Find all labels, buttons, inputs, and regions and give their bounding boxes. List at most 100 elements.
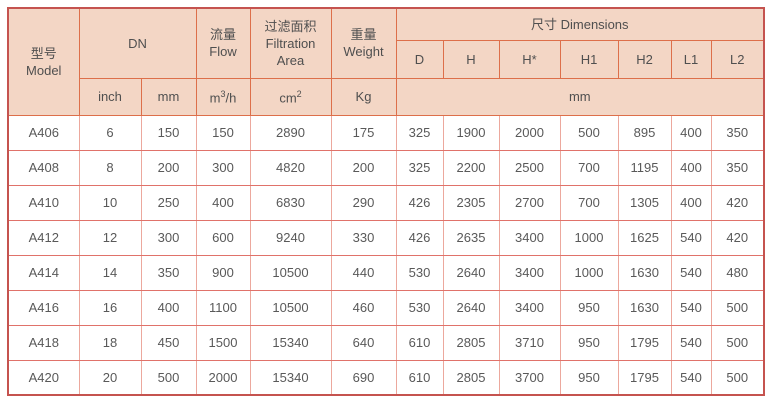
cell-inch: 18 xyxy=(78,324,142,361)
cell-inch: 16 xyxy=(78,289,142,326)
cell-weight: 175 xyxy=(330,114,397,151)
cell-H1: 950 xyxy=(559,359,619,396)
table-row: A406 6 150 150 2890 175 325 1900 2000 500 895 400 35… xyxy=(7,114,765,151)
cell-H2: 1795 xyxy=(617,324,672,361)
cell-flow: 900 xyxy=(195,254,251,291)
table-row: A408 8 200 300 4820 200 325 2200 2500 700 1195 400 3… xyxy=(7,149,765,186)
cell-L1: 400 xyxy=(670,184,712,221)
table-row: A416 16 400 1100 10500 460 530 2640 3400 950 1630 5… xyxy=(7,289,765,326)
header-filtration-area: 过滤面积 Filtration Area xyxy=(249,7,332,79)
cell-Hstar: 3400 xyxy=(498,219,561,256)
cell-H1: 1000 xyxy=(559,254,619,291)
cell-flow: 600 xyxy=(195,219,251,256)
cell-H2: 1630 xyxy=(617,289,672,326)
cell-L2: 480 xyxy=(710,254,765,291)
cell-L2: 500 xyxy=(710,289,765,326)
cell-L2: 350 xyxy=(710,114,765,151)
cell-flow: 1100 xyxy=(195,289,251,326)
cell-area: 15340 xyxy=(249,359,332,396)
cell-D: 610 xyxy=(395,324,444,361)
cell-model: A406 xyxy=(7,114,80,151)
cell-L1: 540 xyxy=(670,324,712,361)
header-dim-h: H xyxy=(442,39,500,79)
cell-Hstar: 3400 xyxy=(498,254,561,291)
cell-flow: 1500 xyxy=(195,324,251,361)
cell-H: 1900 xyxy=(442,114,500,151)
cell-area: 2890 xyxy=(249,114,332,151)
cell-inch: 8 xyxy=(78,149,142,186)
table-row: A410 10 250 400 6830 290 426 2305 2700 700 1305 400… xyxy=(7,184,765,221)
table-row: A412 12 300 600 9240 330 426 2635 3400 1000 1625 54… xyxy=(7,219,765,256)
header-dim-l2: L2 xyxy=(710,39,765,79)
header-dim-l1: L1 xyxy=(670,39,712,79)
cell-D: 325 xyxy=(395,149,444,186)
cell-H2: 1305 xyxy=(617,184,672,221)
cell-H: 2640 xyxy=(442,289,500,326)
cell-L2: 500 xyxy=(710,359,765,396)
header-row-2: D H H* H1 H2 L1 L2 xyxy=(8,39,765,79)
cell-model: A410 xyxy=(7,184,80,221)
header-model-zh: 型号 xyxy=(30,45,57,61)
header-filtration-en-1: Filtration xyxy=(265,35,316,51)
cell-H1: 950 xyxy=(559,289,619,326)
header-dim-h2: H2 xyxy=(617,39,672,79)
header-dimensions: 尺寸 Dimensions xyxy=(395,7,765,41)
header-dim-h1: H1 xyxy=(559,39,619,79)
cell-L1: 400 xyxy=(670,114,712,151)
cell-area: 4820 xyxy=(249,149,332,186)
header-row-3: inch mm m3/h cm2 Kg mm xyxy=(8,77,765,116)
unit-area: cm2 xyxy=(249,77,332,116)
cell-area: 9240 xyxy=(249,219,332,256)
cell-H: 2200 xyxy=(442,149,500,186)
cell-mm: 150 xyxy=(140,114,197,151)
cell-inch: 14 xyxy=(78,254,142,291)
table-row: A418 18 450 1500 15340 640 610 2805 3710 950 1795 5… xyxy=(7,324,765,361)
header-weight-zh: 重量 xyxy=(350,27,377,43)
cell-D: 530 xyxy=(395,254,444,291)
cell-Hstar: 3710 xyxy=(498,324,561,361)
cell-weight: 440 xyxy=(330,254,397,291)
header-row-1: 型号 Model DN 流量 Flow 过滤面积 Filtration Area… xyxy=(7,7,765,116)
cell-H1: 950 xyxy=(559,324,619,361)
cell-D: 426 xyxy=(395,219,444,256)
cell-Hstar: 2700 xyxy=(498,184,561,221)
cell-H2: 895 xyxy=(617,114,672,151)
cell-Hstar: 3700 xyxy=(498,359,561,396)
cell-weight: 640 xyxy=(330,324,397,361)
cell-Hstar: 2500 xyxy=(498,149,561,186)
cell-mm: 200 xyxy=(140,149,197,186)
cell-H1: 700 xyxy=(559,149,619,186)
cell-H: 2305 xyxy=(442,184,500,221)
cell-H2: 1630 xyxy=(617,254,672,291)
cell-mm: 250 xyxy=(140,184,197,221)
cell-mm: 350 xyxy=(140,254,197,291)
unit-mm: mm xyxy=(140,77,197,116)
header-filtration-en-2: Area xyxy=(276,52,305,68)
table-body: A406 6 150 150 2890 175 325 1900 2000 500 895 400 35… xyxy=(7,114,765,396)
cell-inch: 6 xyxy=(78,114,142,151)
cell-weight: 290 xyxy=(330,184,397,221)
cell-L1: 540 xyxy=(670,254,712,291)
cell-L2: 420 xyxy=(710,219,765,256)
cell-L1: 540 xyxy=(670,289,712,326)
cell-flow: 2000 xyxy=(195,359,251,396)
table-row: A414 14 350 900 10500 440 530 2640 3400 1000 1630 5… xyxy=(7,254,765,291)
header-flow-zh: 流量 xyxy=(209,27,236,43)
cell-flow: 400 xyxy=(195,184,251,221)
header-model: 型号 Model xyxy=(7,7,80,116)
cell-Hstar: 3400 xyxy=(498,289,561,326)
cell-inch: 12 xyxy=(78,219,142,256)
cell-H: 2805 xyxy=(442,324,500,361)
cell-H: 2640 xyxy=(442,254,500,291)
spec-table: 型号 Model DN 流量 Flow 过滤面积 Filtration Area… xyxy=(7,7,766,396)
cell-Hstar: 2000 xyxy=(498,114,561,151)
cell-model: A418 xyxy=(7,324,80,361)
unit-weight: Kg xyxy=(330,77,397,116)
unit-flow: m3/h xyxy=(195,77,251,116)
cell-model: A414 xyxy=(7,254,80,291)
header-flow: 流量 Flow xyxy=(195,7,251,79)
header-weight-en: Weight xyxy=(343,44,384,60)
cell-model: A408 xyxy=(7,149,80,186)
cell-model: A412 xyxy=(7,219,80,256)
